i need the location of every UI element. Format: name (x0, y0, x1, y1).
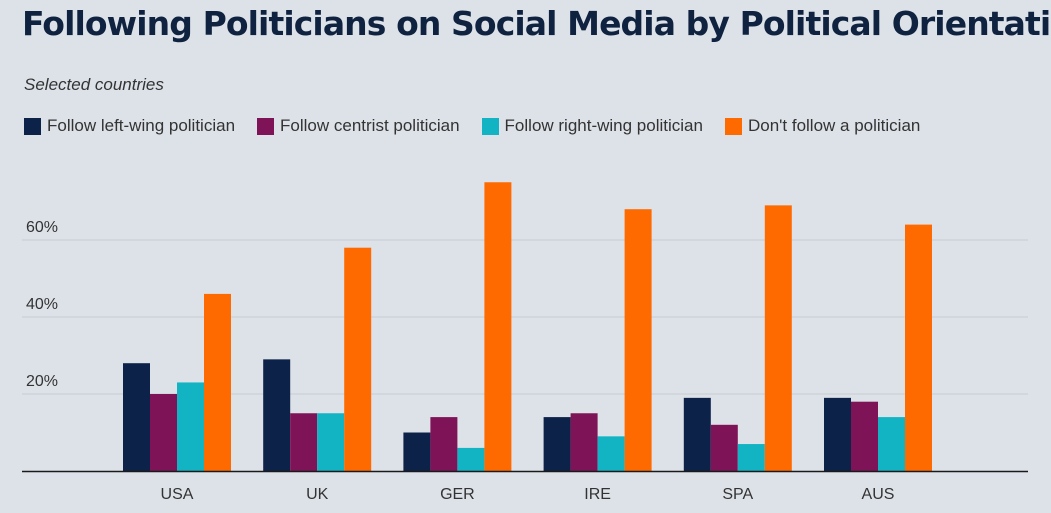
x-tick-label: IRE (584, 486, 611, 503)
bar-uk-follow-centrist-politician (290, 413, 318, 471)
x-tick-label: SPA (722, 486, 753, 503)
legend-item-don-t-follow-a-politician: Don't follow a politician (724, 116, 921, 136)
bar-usa-follow-right-wing-politician (177, 382, 204, 471)
legend-label: Follow right-wing politician (504, 116, 703, 135)
x-axis: USA UK GER IRE SPA AUS (22, 470, 1028, 503)
x-tick-label: GER (440, 486, 475, 503)
bar-ger-don-t-follow-a-politician (484, 182, 512, 471)
legend-label: Follow left-wing politician (47, 116, 236, 135)
bar-ire-don-t-follow-a-politician (624, 209, 652, 471)
bar-ire-follow-right-wing-politician (597, 436, 625, 471)
gridlines: 20% 40% 60% (22, 219, 1028, 395)
x-tick-label: USA (161, 486, 194, 503)
legend-swatch (24, 117, 41, 135)
legend-label: Follow centrist politician (280, 116, 460, 135)
x-tick-label: AUS (862, 486, 895, 503)
chart-subtitle: Selected countries (24, 75, 164, 94)
legend-label: Don't follow a politician (747, 116, 921, 135)
y-tick-label: 40% (26, 296, 58, 313)
bar-spa-follow-left-wing-politician (683, 397, 711, 471)
bar-uk-follow-right-wing-politician (317, 413, 345, 471)
legend-swatch (724, 117, 742, 135)
legend-item-follow-left-wing-politician: Follow left-wing politician (24, 116, 235, 136)
bar-usa-don-t-follow-a-politician (204, 293, 231, 471)
bar-aus-don-t-follow-a-politician (905, 224, 932, 471)
bar-spa-follow-centrist-politician (710, 424, 738, 471)
bar-aus-follow-left-wing-politician (824, 397, 851, 471)
chart-title: Following Politicians on Social Media by… (22, 4, 1051, 43)
legend-item-follow-centrist-politician: Follow centrist politician (257, 116, 460, 136)
bar-uk-don-t-follow-a-politician (344, 247, 372, 471)
bar-ger-follow-left-wing-politician (403, 432, 431, 471)
y-tick-label: 20% (26, 373, 58, 390)
bar-ire-follow-centrist-politician (570, 413, 598, 471)
y-tick-label: 60% (26, 219, 58, 236)
legend: Follow left-wing politician Follow centri… (24, 116, 942, 136)
bar-usa-follow-left-wing-politician (123, 363, 150, 471)
bar-uk-follow-left-wing-politician (263, 359, 291, 471)
legend-item-follow-right-wing-politician: Follow right-wing politician (481, 116, 703, 136)
legend-swatch (481, 117, 499, 135)
bar-usa-follow-centrist-politician (150, 394, 177, 471)
bars (123, 182, 932, 471)
legend-swatch (257, 117, 275, 135)
bar-ger-follow-centrist-politician (430, 417, 458, 471)
x-tick-label: UK (306, 486, 329, 503)
bar-ger-follow-right-wing-politician (457, 447, 485, 471)
bar-aus-follow-right-wing-politician (878, 417, 905, 471)
bar-ire-follow-left-wing-politician (543, 417, 571, 471)
bar-spa-follow-right-wing-politician (737, 444, 765, 471)
bar-aus-follow-centrist-politician (851, 401, 878, 471)
bar-spa-don-t-follow-a-politician (764, 205, 792, 471)
